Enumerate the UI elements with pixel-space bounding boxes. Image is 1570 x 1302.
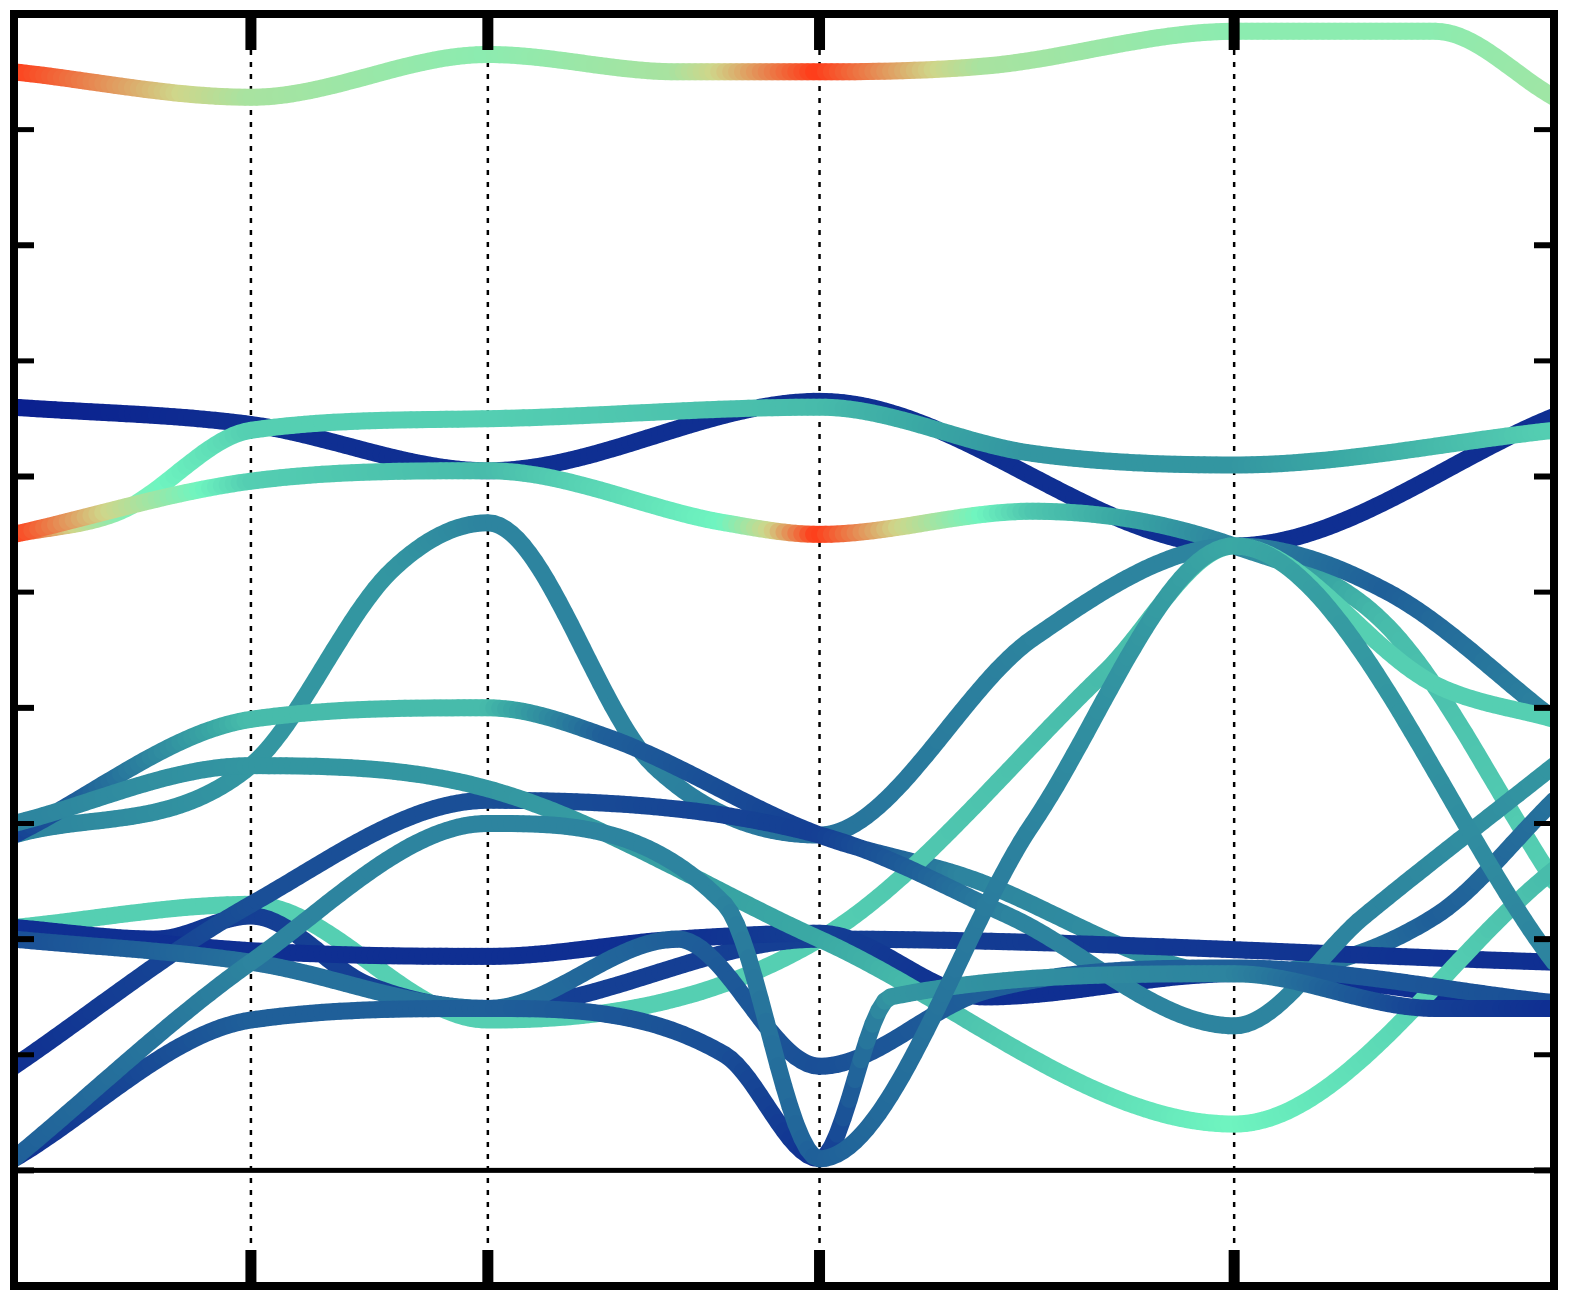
high-symmetry-lines bbox=[249, 14, 1236, 1286]
band-line bbox=[14, 537, 1554, 1168]
band-line bbox=[14, 514, 1554, 844]
band-line bbox=[14, 22, 1554, 106]
band-line bbox=[14, 398, 1554, 543]
plot-frame bbox=[10, 10, 1558, 1290]
band-line bbox=[14, 965, 1554, 1168]
bands-layer bbox=[14, 22, 1554, 1168]
axes-frame bbox=[10, 10, 1558, 1290]
